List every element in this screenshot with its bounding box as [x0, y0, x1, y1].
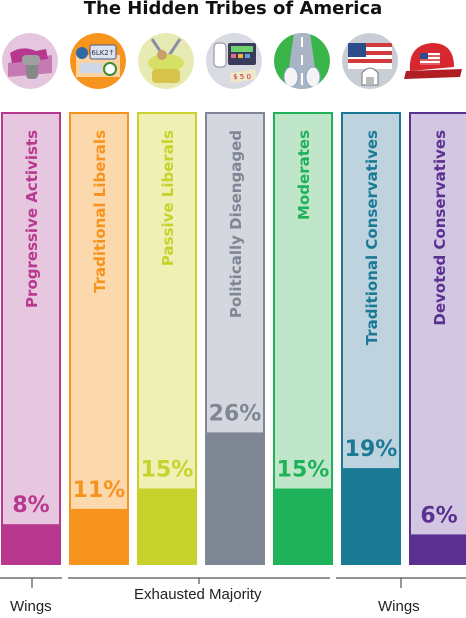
column-bg-devoted-conservatives — [409, 112, 466, 565]
flag-capitol-icon — [342, 33, 398, 89]
bar-politically-disengaged — [205, 432, 265, 565]
bar-traditional-liberals — [69, 508, 129, 565]
group-label-wings-right: Wings — [378, 598, 420, 615]
bracket-wings-left — [0, 577, 62, 588]
bracket-wings-right — [336, 577, 466, 588]
value-label-devoted-conservatives: 6% — [420, 503, 457, 528]
category-label-progressive-activists: Progressive Activists — [23, 130, 41, 308]
chart-title: The Hidden Tribes of America — [83, 0, 383, 19]
bar-moderates — [273, 488, 333, 565]
value-label-traditional-conservatives: 19% — [345, 437, 398, 462]
bar-progressive-activists — [1, 524, 61, 565]
bar-passive-liberals — [137, 488, 197, 565]
group-label-wings-left: Wings — [10, 598, 52, 615]
bar-traditional-conservatives — [341, 468, 401, 565]
column-bg-traditional-liberals — [69, 112, 129, 565]
svg-text:6LK2↑: 6LK2↑ — [91, 49, 114, 57]
category-label-traditional-conservatives: Traditional Conservatives — [363, 130, 381, 345]
group-label-exhausted-majority: Exhausted Majority — [134, 586, 262, 603]
value-label-progressive-activists: 8% — [12, 493, 49, 518]
column-bg-progressive-activists — [1, 112, 61, 565]
category-label-politically-disengaged: Politically Disengaged — [227, 130, 245, 318]
bar-devoted-conservatives — [409, 534, 466, 565]
svg-text:$ 5 0: $ 5 0 — [233, 73, 251, 81]
value-label-politically-disengaged: 26% — [209, 401, 262, 426]
road-sneakers-icon — [274, 33, 330, 89]
category-label-devoted-conservatives: Devoted Conservatives — [431, 130, 449, 326]
license-plate-car-icon: 6LK2↑ — [70, 33, 126, 89]
value-label-traditional-liberals: 11% — [73, 478, 126, 503]
category-label-passive-liberals: Passive Liberals — [159, 130, 177, 266]
raised-fist-icon — [2, 33, 58, 89]
value-label-passive-liberals: 15% — [141, 458, 194, 483]
bracket-exhausted-majority — [68, 577, 330, 584]
category-label-traditional-liberals: Traditional Liberals — [91, 130, 109, 293]
value-label-moderates: 15% — [277, 458, 330, 483]
flag-cap-icon — [402, 33, 464, 89]
baby-bottle-calculator-icon: $ 5 0 — [206, 33, 262, 89]
person-hammock-icon — [138, 33, 194, 89]
category-label-moderates: Moderates — [295, 130, 313, 220]
